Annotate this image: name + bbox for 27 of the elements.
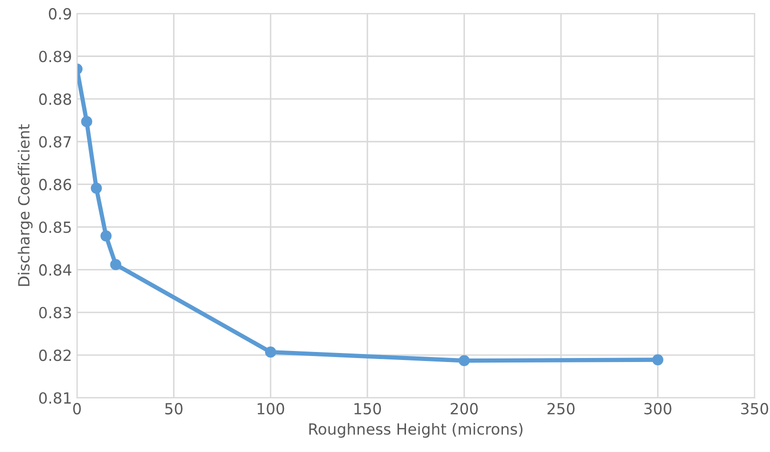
point	[110, 259, 122, 270]
point	[652, 354, 664, 366]
y-axis-title: Discharge Coefficient	[18, 124, 33, 286]
x-tick-label: 200	[450, 402, 478, 414]
y-tick-label: 0.89	[39, 50, 72, 62]
y-tick-label: 0.86	[39, 178, 72, 190]
x-tick-label: 0	[73, 402, 81, 414]
point	[100, 230, 112, 242]
y-tick-label: 0.9	[48, 8, 72, 20]
x-tick-label: 350	[741, 402, 768, 414]
y-tick-label: 0.88	[39, 93, 72, 105]
y-tick-label: 0.81	[39, 392, 71, 404]
x-axis-title: Roughness Height (microns)	[309, 422, 522, 438]
point	[265, 346, 276, 358]
y-tick-label: 0.85	[39, 221, 71, 234]
point	[90, 182, 102, 194]
x-tick-label: 50	[165, 402, 183, 414]
y-tick-label: 0.84	[39, 264, 72, 276]
y-tick-label: 0.87	[39, 136, 71, 148]
x-tick-label: 100	[258, 402, 284, 414]
x-tick-label: 250	[548, 402, 575, 414]
y-tick-label: 0.82	[39, 350, 71, 362]
y-tick-label: 0.83	[39, 306, 71, 318]
x-tick-label: 300	[644, 402, 672, 414]
x-tick-label: 150	[354, 402, 381, 414]
point	[458, 355, 470, 366]
point	[81, 116, 92, 128]
